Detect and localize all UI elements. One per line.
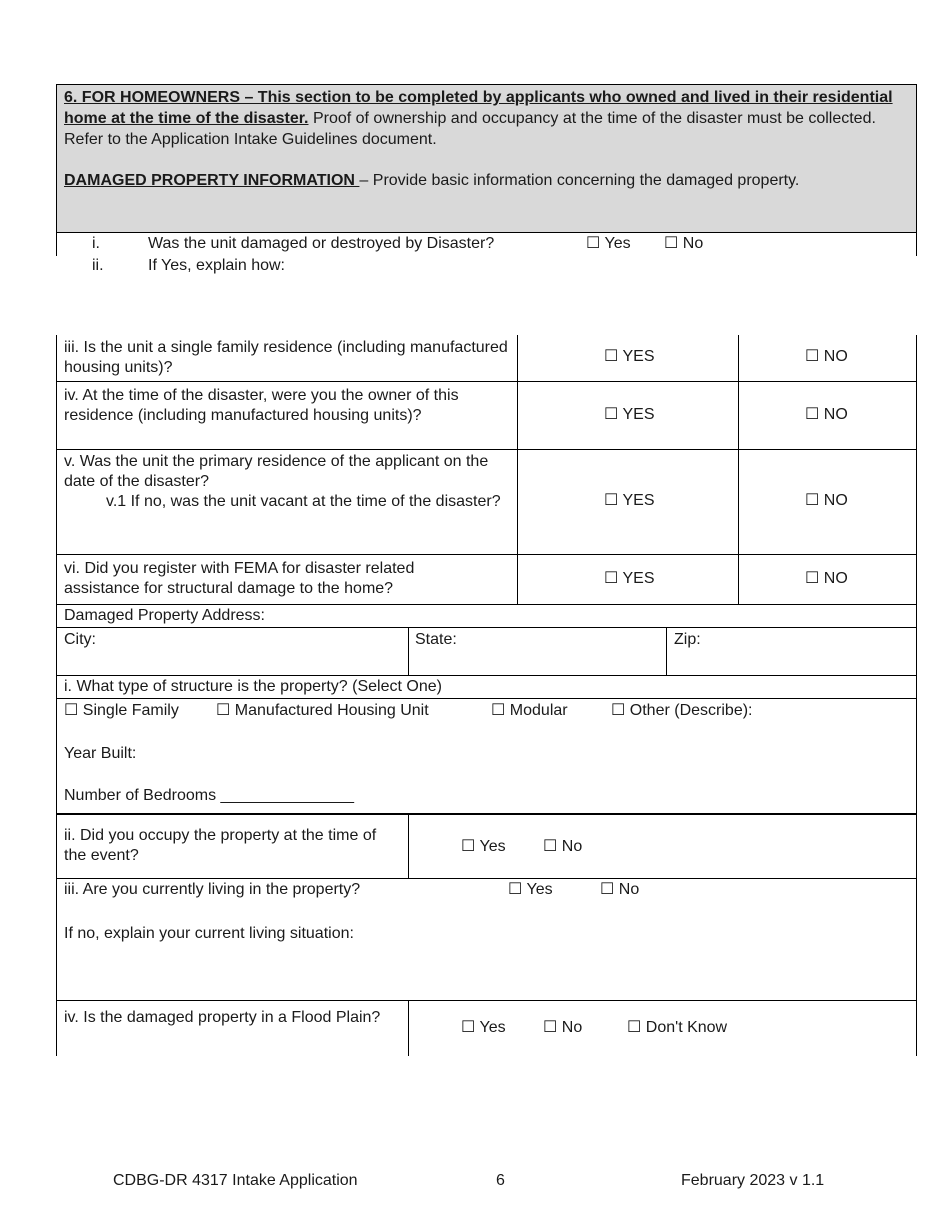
structure-question-row: i. What type of structure is the propert… xyxy=(56,675,917,699)
no-checkbox[interactable]: ☐ NO xyxy=(805,348,848,365)
q-i-number: i. xyxy=(92,235,100,252)
q-i-no-checkbox[interactable]: ☐ No xyxy=(664,235,704,252)
no-checkbox[interactable]: ☐ NO xyxy=(805,570,848,587)
yes-checkbox[interactable]: ☐ YES xyxy=(604,570,655,587)
no-checkbox[interactable]: ☐ NO xyxy=(805,406,848,423)
flood-dont-know-checkbox[interactable]: ☐ Don't Know xyxy=(627,1019,728,1036)
living-yes-checkbox[interactable]: ☐ Yes xyxy=(508,881,553,898)
q-ii-number: ii. xyxy=(92,257,104,274)
question-text: vi. Did you register with FEMA for disas… xyxy=(64,560,415,597)
table-row: iv. At the time of the disaster, were yo… xyxy=(56,381,917,450)
city-field[interactable]: City: xyxy=(64,631,96,648)
q-ii-text: If Yes, explain how: xyxy=(148,257,285,274)
footer-version-date: February 2023 v 1.1 xyxy=(681,1172,825,1189)
year-built-field[interactable]: Year Built: xyxy=(64,745,137,762)
structure-options-row: ☐ Single Family ☐ Manufactured Housing U… xyxy=(56,698,917,814)
question-text: iv. At the time of the disaster, were yo… xyxy=(64,387,459,424)
state-field[interactable]: State: xyxy=(415,631,457,648)
table-row: v. Was the unit the primary residence of… xyxy=(56,449,917,555)
table-row: iii. Is the unit a single family residen… xyxy=(56,335,917,382)
occupy-row: ii. Did you occupy the property at the t… xyxy=(56,813,917,879)
flood-question: iv. Is the damaged property in a Flood P… xyxy=(64,1009,381,1026)
address-row: Damaged Property Address: xyxy=(56,604,917,628)
q-i-text: Was the unit damaged or destroyed by Dis… xyxy=(148,235,495,252)
single-family-checkbox[interactable]: ☐ Single Family xyxy=(64,702,179,719)
occupy-no-checkbox[interactable]: ☐ No xyxy=(543,838,583,855)
no-checkbox[interactable]: ☐ NO xyxy=(805,492,848,509)
other-checkbox[interactable]: ☐ Other (Describe): xyxy=(611,702,753,719)
structure-question: i. What type of structure is the propert… xyxy=(64,678,442,695)
subsection-title: DAMAGED PROPERTY INFORMATION xyxy=(64,172,360,189)
section-intro: Proof of ownership and occupancy at the … xyxy=(64,110,876,148)
section-title: 6. FOR HOMEOWNERS – This section to be c… xyxy=(64,89,893,127)
flood-yes-checkbox[interactable]: ☐ Yes xyxy=(461,1019,506,1036)
subsection-desc: – Provide basic information concerning t… xyxy=(359,172,800,189)
manufactured-housing-checkbox[interactable]: ☐ Manufactured Housing Unit xyxy=(216,702,429,719)
footer-page-number: 6 xyxy=(496,1172,505,1189)
question-text: v. Was the unit the primary residence of… xyxy=(64,453,489,490)
living-question: iii. Are you currently living in the pro… xyxy=(64,881,361,898)
yes-checkbox[interactable]: ☐ YES xyxy=(604,406,655,423)
footer-document-title: CDBG-DR 4317 Intake Application xyxy=(113,1172,358,1189)
question-text: iii. Is the unit a single family residen… xyxy=(64,339,508,376)
address-label: Damaged Property Address: xyxy=(64,607,265,624)
living-no-checkbox[interactable]: ☐ No xyxy=(600,881,640,898)
modular-checkbox[interactable]: ☐ Modular xyxy=(491,702,568,719)
living-explain-field[interactable]: If no, explain your current living situa… xyxy=(64,925,354,942)
city-state-zip-row: City: State: Zip: xyxy=(56,627,917,676)
sub-question-text: v.1 If no, was the unit vacant at the ti… xyxy=(106,493,501,510)
bedrooms-field[interactable]: Number of Bedrooms _______________ xyxy=(64,787,354,804)
table-row: vi. Did you register with FEMA for disas… xyxy=(56,554,917,605)
zip-field[interactable]: Zip: xyxy=(674,631,701,648)
occupy-yes-checkbox[interactable]: ☐ Yes xyxy=(461,838,506,855)
flood-no-checkbox[interactable]: ☐ No xyxy=(543,1019,583,1036)
q-i-yes-checkbox[interactable]: ☐ Yes xyxy=(586,235,631,252)
flood-row: iv. Is the damaged property in a Flood P… xyxy=(56,1000,917,1056)
living-row: iii. Are you currently living in the pro… xyxy=(56,878,917,1001)
yes-checkbox[interactable]: ☐ YES xyxy=(604,492,655,509)
yes-checkbox[interactable]: ☐ YES xyxy=(604,348,655,365)
section-header: 6. FOR HOMEOWNERS – This section to be c… xyxy=(56,84,917,233)
occupy-question: ii. Did you occupy the property at the t… xyxy=(64,827,377,864)
